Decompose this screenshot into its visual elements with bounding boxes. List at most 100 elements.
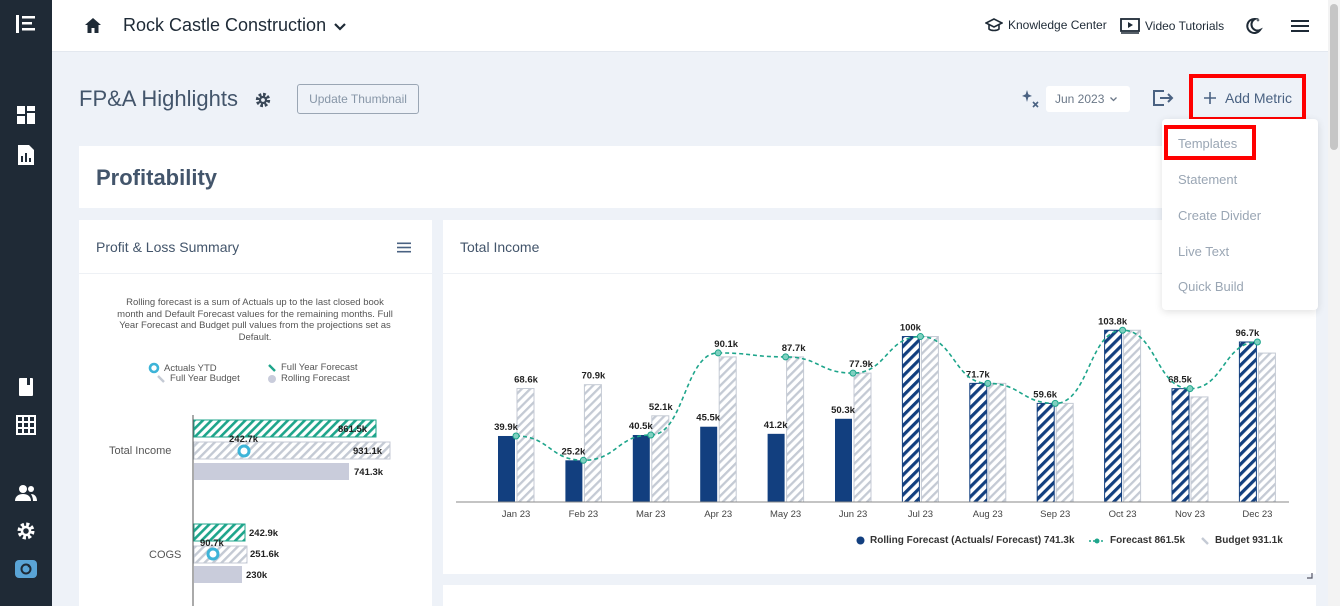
bar-rolling-10 — [1171, 388, 1190, 503]
menu-item-live-text[interactable]: Live Text — [1178, 244, 1230, 259]
pl-val-cogs-budget: 251.6k — [250, 549, 280, 560]
video-tutorials-link[interactable]: Video Tutorials — [1120, 18, 1224, 34]
templates-highlight-box — [1164, 125, 1256, 160]
label-rolling-7: 71.7k — [966, 369, 990, 380]
resize-handle-icon[interactable] — [1307, 566, 1313, 584]
bar-budget-1 — [583, 384, 602, 503]
label-budget-1: 70.9k — [582, 371, 606, 382]
forecast-point-1 — [579, 456, 587, 464]
dot-marker-icon — [268, 374, 276, 383]
bar-rolling-3 — [700, 426, 718, 502]
menu-item-quick-build[interactable]: Quick Build — [1178, 279, 1244, 294]
section-header-card: Profitability — [79, 146, 1249, 208]
x-tick-9: Oct 23 — [1109, 509, 1137, 520]
video-icon — [1120, 18, 1140, 34]
legend-rolling-forecast: Rolling Forecast — [267, 373, 350, 384]
budget-hatch-icon — [1201, 536, 1209, 545]
menu-collapse-icon[interactable] — [14, 12, 38, 36]
card-menu-icon[interactable] — [397, 240, 411, 258]
x-tick-0: Jan 23 — [502, 509, 531, 520]
report-icon[interactable] — [14, 143, 38, 167]
export-icon[interactable] — [1152, 89, 1174, 112]
menu-item-templates[interactable]: Templates — [1178, 136, 1238, 151]
bar-budget-7 — [988, 382, 1007, 503]
bar-budget-3 — [718, 356, 737, 503]
label-rolling-8: 59.6k — [1033, 389, 1057, 400]
label-forecast-4: 87.7k — [782, 343, 806, 354]
pl-marker-cogs-actuals — [206, 547, 220, 561]
page-scrollbar[interactable] — [1328, 0, 1340, 606]
ring-marker-icon — [148, 362, 160, 374]
company-selector[interactable]: Rock Castle Construction — [123, 15, 346, 36]
forecast-point-11 — [1253, 338, 1261, 346]
book-icon[interactable] — [14, 375, 38, 399]
bar-rolling-5 — [835, 418, 852, 502]
bar-rolling-1 — [565, 460, 583, 502]
pl-description: Rolling forecast is a sum of Actuals up … — [117, 297, 393, 343]
pl-val-income-forecast: 861.5k — [338, 424, 368, 435]
date-selector[interactable]: Jun 2023 — [1046, 86, 1130, 112]
bar-budget-8 — [1055, 402, 1074, 503]
pl-marker-income-actuals — [237, 444, 251, 458]
chevron-down-icon — [1110, 96, 1118, 101]
forecast-point-6 — [916, 333, 924, 341]
budget-hatch-marker-icon — [157, 374, 165, 383]
pl-val-income-actuals: 242.7k — [229, 434, 259, 445]
dark-mode-icon[interactable] — [1243, 16, 1263, 41]
forecast-hatch-marker-icon — [268, 363, 276, 372]
sync-badge-icon[interactable] — [14, 557, 38, 581]
label-rolling-4: 41.2k — [764, 420, 788, 431]
pl-bar-cogs-forecast — [193, 523, 246, 542]
bar-rolling-8 — [1036, 402, 1055, 503]
forecast-point-3 — [714, 349, 722, 357]
forecast-point-4 — [782, 353, 790, 361]
bar-rolling-4 — [767, 433, 785, 502]
knowledge-center-link[interactable]: Knowledge Center — [985, 18, 1107, 32]
bar-rolling-9 — [1104, 329, 1123, 503]
pl-summary-card: Profit & Loss Summary Rolling forecast i… — [79, 220, 432, 606]
bar-rolling-0 — [498, 435, 515, 502]
x-tick-6: Jul 23 — [908, 509, 933, 520]
company-name: Rock Castle Construction — [123, 15, 327, 35]
chart-legend-rolling-label: Rolling Forecast (Actuals/ Forecast) 741… — [870, 535, 1075, 546]
label-rolling-10: 68.5k — [1168, 375, 1192, 386]
top-bar: Rock Castle Construction Knowledge Cente… — [52, 0, 1328, 52]
x-tick-10: Nov 23 — [1175, 509, 1205, 520]
chart-legend-budget: Budget 931.1k — [1200, 535, 1283, 546]
dashboard-icon[interactable] — [14, 103, 38, 127]
scrollbar-thumb[interactable] — [1330, 4, 1338, 150]
forecast-point-10 — [1186, 385, 1194, 393]
menu-item-statement[interactable]: Statement — [1178, 172, 1238, 187]
label-rolling-9: 103.8k — [1098, 316, 1128, 327]
settings-gear-icon[interactable] — [14, 519, 38, 543]
home-icon[interactable] — [84, 17, 102, 39]
sparkle-x-icon[interactable] — [1020, 89, 1040, 114]
x-tick-3: Apr 23 — [704, 509, 732, 520]
hamburger-menu-icon[interactable] — [1291, 19, 1309, 38]
update-thumbnail-button[interactable]: Update Thumbnail — [297, 84, 419, 114]
pl-val-income-rolling: 741.3k — [354, 467, 384, 478]
legend-full-year-budget: Full Year Budget — [156, 373, 240, 384]
bar-rolling-2 — [632, 434, 650, 502]
page-settings-gear-icon[interactable] — [255, 92, 271, 113]
forecast-point-2 — [647, 431, 655, 439]
bar-budget-4 — [786, 356, 805, 503]
forecast-line — [515, 329, 1258, 462]
bar-budget-11 — [1257, 352, 1276, 503]
forecast-point-9 — [1119, 326, 1127, 334]
add-metric-button[interactable]: Add Metric — [1189, 74, 1306, 121]
chart-legend-rolling: Rolling Forecast (Actuals/ Forecast) 741… — [856, 535, 1075, 546]
users-icon[interactable] — [14, 481, 38, 505]
forecast-point-5 — [849, 369, 857, 377]
bar-rolling-7 — [969, 382, 988, 503]
x-tick-11: Dec 23 — [1242, 509, 1272, 520]
knowledge-center-label: Knowledge Center — [1008, 18, 1107, 32]
grid-icon[interactable] — [14, 413, 38, 437]
x-tick-7: Aug 23 — [973, 509, 1003, 520]
legend-full-year-forecast: Full Year Forecast — [267, 362, 358, 373]
label-budget-0: 68.6k — [514, 374, 538, 385]
label-budget-2: 52.1k — [649, 402, 673, 413]
pl-bar-income-forecast — [193, 419, 377, 438]
menu-item-create-divider[interactable]: Create Divider — [1178, 208, 1262, 223]
pl-val-cogs-rolling: 230k — [246, 570, 268, 581]
